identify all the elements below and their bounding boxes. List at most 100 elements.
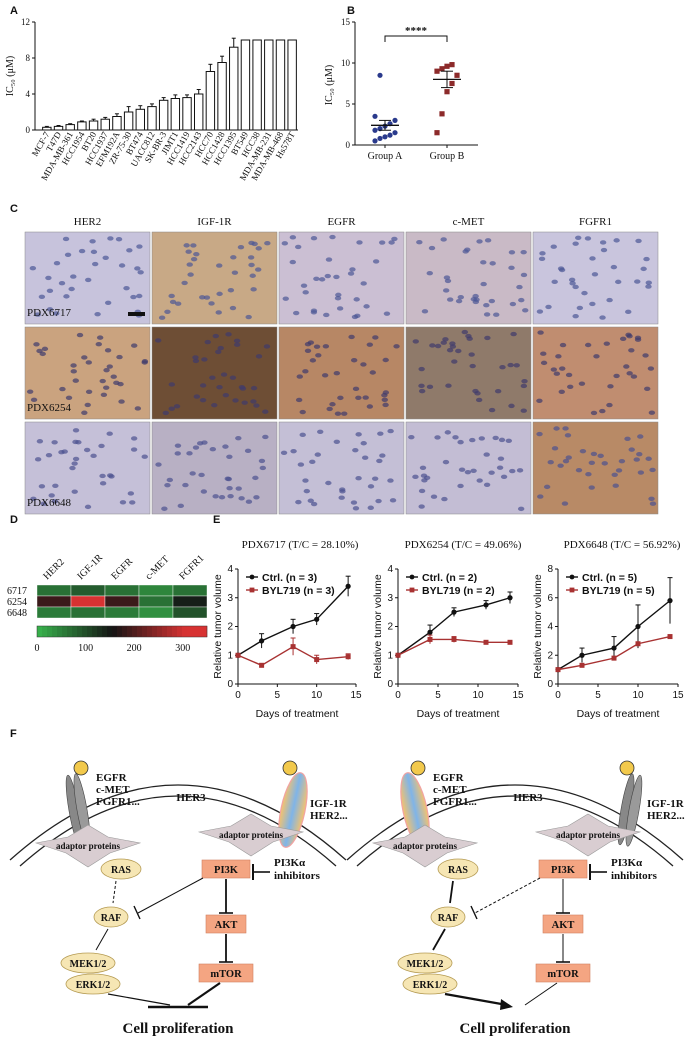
c-nucleus bbox=[104, 348, 112, 353]
c-nucleus bbox=[498, 437, 506, 443]
c-nucleus bbox=[162, 410, 169, 416]
c-nucleus bbox=[565, 372, 573, 378]
fl-rtk-left-label-line-2: FGFR1... bbox=[96, 796, 140, 808]
c-nucleus bbox=[572, 241, 579, 246]
fr-pi3k-shape bbox=[538, 859, 588, 879]
d-heat-cell bbox=[104, 584, 140, 597]
c-nucleus bbox=[137, 270, 144, 275]
c-nucleus bbox=[483, 312, 491, 317]
c-nucleus bbox=[250, 385, 258, 391]
c-nucleus bbox=[70, 363, 77, 368]
c-nucleus bbox=[520, 249, 527, 255]
c-nucleus bbox=[449, 341, 456, 346]
fl-adaptor-right-shape bbox=[197, 813, 305, 857]
c-nucleus bbox=[536, 398, 543, 404]
fl-outcome-label: Cell proliferation bbox=[123, 1021, 235, 1037]
c-nucleus bbox=[461, 329, 469, 335]
fl-rtk-right-label-line-0: IGF-1R bbox=[310, 798, 348, 810]
c-nucleus bbox=[69, 465, 76, 471]
c-nucleus bbox=[642, 353, 649, 358]
c-nucleus bbox=[131, 343, 138, 348]
c-nucleus bbox=[488, 407, 496, 413]
c-nucleus bbox=[579, 448, 587, 454]
c-nucleus bbox=[307, 498, 314, 503]
c-nucleus bbox=[181, 280, 188, 286]
c-nucleus bbox=[85, 389, 93, 394]
a-bar bbox=[135, 108, 146, 131]
c-nucleus bbox=[496, 465, 504, 470]
fl-rtk-left-label-line-0: EGFR bbox=[96, 772, 128, 784]
c-nucleus bbox=[72, 378, 79, 383]
c-nucleus bbox=[193, 394, 201, 399]
e1-point-ctrl bbox=[314, 616, 320, 622]
fr-outcome-label: Cell proliferation bbox=[460, 1021, 572, 1037]
c-nucleus bbox=[434, 435, 441, 440]
c-nucleus bbox=[466, 336, 473, 341]
c-nucleus bbox=[615, 468, 623, 473]
c-nucleus bbox=[231, 270, 239, 275]
c-nucleus bbox=[293, 310, 300, 316]
c-nucleus bbox=[313, 344, 321, 349]
c-nucleus bbox=[387, 428, 394, 434]
c-nucleus bbox=[115, 237, 123, 242]
c-nucleus bbox=[421, 478, 428, 483]
c-nucleus bbox=[237, 245, 245, 250]
d-color-scale-step bbox=[87, 626, 93, 637]
d-color-scale-step bbox=[52, 626, 58, 637]
fl-mtor-prolif-line bbox=[187, 982, 221, 1006]
c-nucleus bbox=[645, 280, 652, 285]
e1-x-tick-label: 0 bbox=[235, 690, 241, 701]
e2-x-tick-label: 10 bbox=[472, 690, 484, 701]
c-nucleus bbox=[584, 236, 592, 241]
c-nucleus bbox=[442, 337, 449, 342]
c-nucleus bbox=[85, 360, 92, 365]
c-nucleus bbox=[599, 315, 606, 320]
a-bar bbox=[100, 118, 110, 131]
c-nucleus bbox=[212, 333, 220, 339]
c-nucleus bbox=[238, 496, 245, 501]
c-nucleus bbox=[68, 286, 75, 292]
b-point-group-a bbox=[372, 127, 378, 133]
c-nucleus bbox=[442, 459, 450, 465]
c-nucleus bbox=[452, 435, 459, 440]
c-nucleus bbox=[198, 472, 205, 478]
c-nucleus bbox=[295, 499, 302, 505]
c-nucleus bbox=[540, 351, 547, 356]
b-category-label: Group B bbox=[430, 151, 465, 162]
b-y-tick-label: 10 bbox=[341, 58, 351, 68]
c-nucleus bbox=[58, 450, 65, 455]
d-heat-cell bbox=[138, 584, 174, 597]
e1-x-tick-label: 5 bbox=[275, 690, 281, 701]
c-nucleus bbox=[227, 493, 234, 499]
c-nucleus bbox=[367, 484, 375, 489]
a-y-tick-label: 8 bbox=[26, 53, 31, 63]
fr-mtor-label: mTOR bbox=[547, 969, 579, 980]
c-nucleus bbox=[295, 397, 303, 403]
c-nucleus bbox=[72, 456, 80, 462]
c-nucleus bbox=[304, 342, 312, 347]
c-nucleus bbox=[333, 371, 341, 376]
c-column-header: IGF-1R bbox=[197, 216, 232, 228]
c-nucleus bbox=[158, 315, 166, 320]
c-nucleus bbox=[470, 468, 477, 474]
c-nucleus bbox=[355, 395, 362, 400]
c-nucleus bbox=[182, 482, 189, 488]
e3-point-ctrl bbox=[667, 598, 673, 604]
c-nucleus bbox=[289, 259, 296, 265]
c-nucleus bbox=[337, 395, 344, 401]
c-nucleus bbox=[310, 501, 318, 507]
c-nucleus bbox=[336, 306, 344, 311]
c-nucleus bbox=[326, 406, 333, 412]
c-ihc-image-PDX6717-IGF-1R bbox=[151, 231, 278, 325]
b-point-group-b bbox=[449, 80, 455, 87]
c-nucleus bbox=[618, 458, 626, 464]
fr-raf-mek-link bbox=[432, 928, 446, 951]
c-nucleus bbox=[334, 296, 342, 301]
e3-y-tick-label: 8 bbox=[547, 564, 553, 575]
c-nucleus bbox=[603, 341, 611, 346]
c-nucleus bbox=[200, 489, 208, 494]
c-nucleus bbox=[626, 334, 633, 339]
c-nucleus bbox=[613, 373, 620, 379]
c-nucleus bbox=[186, 262, 193, 267]
